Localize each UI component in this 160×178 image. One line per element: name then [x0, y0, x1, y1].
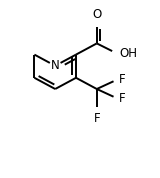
- Text: F: F: [119, 73, 125, 86]
- Text: F: F: [119, 92, 125, 105]
- Text: F: F: [93, 112, 100, 125]
- Text: N: N: [51, 59, 60, 72]
- Text: OH: OH: [119, 47, 137, 60]
- Text: O: O: [92, 8, 101, 21]
